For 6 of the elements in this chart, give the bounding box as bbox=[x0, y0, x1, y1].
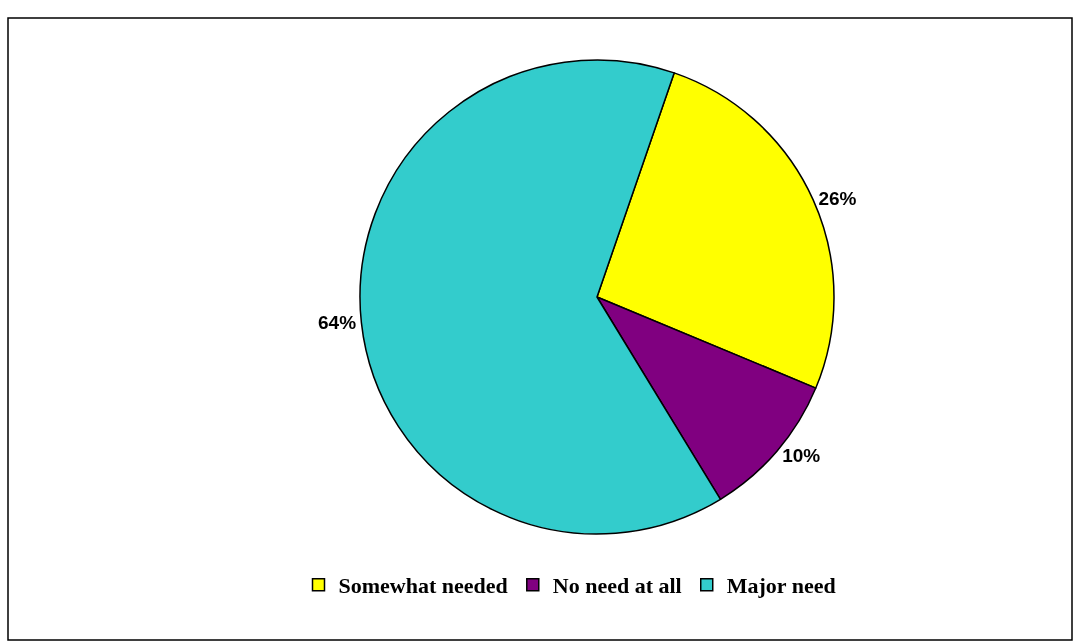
data-label: 64% bbox=[318, 312, 357, 334]
legend-label: Major need bbox=[726, 573, 836, 599]
data-label: 10% bbox=[782, 445, 821, 467]
legend-label: No need at all bbox=[552, 573, 682, 599]
data-label: 26% bbox=[818, 187, 857, 209]
legend-label: Somewhat needed bbox=[338, 573, 508, 599]
